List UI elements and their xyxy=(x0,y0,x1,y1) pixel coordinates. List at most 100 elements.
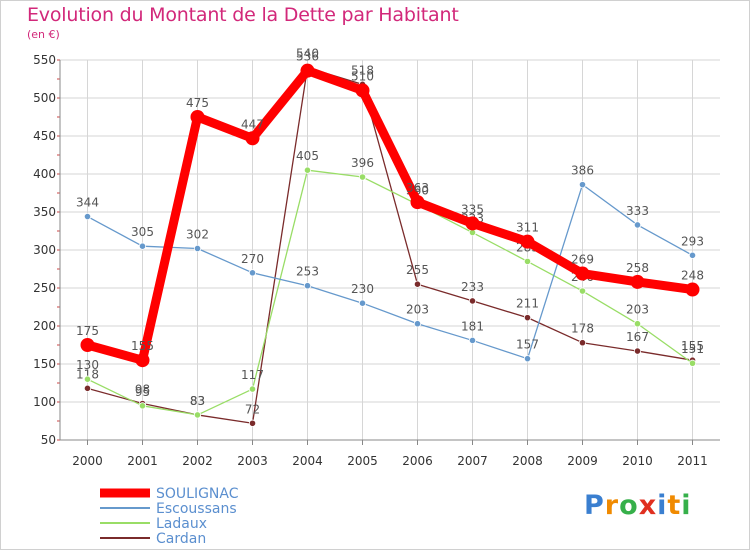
data-point-escoussans xyxy=(303,282,312,290)
legend-label-cardan: Cardan xyxy=(156,531,206,547)
data-label-ladaux: 130 xyxy=(76,358,99,372)
data-label-cardan: 167 xyxy=(626,330,649,344)
y-tick-label: 350 xyxy=(33,205,56,219)
data-point-cardan xyxy=(523,314,532,322)
data-point-soulignac xyxy=(575,266,590,281)
data-point-soulignac xyxy=(355,83,370,98)
legend-label-escoussans: Escoussans xyxy=(156,501,237,517)
x-tick-label: 2011 xyxy=(677,454,708,468)
x-tick-label: 2002 xyxy=(182,454,213,468)
data-label-escoussans: 181 xyxy=(461,319,484,333)
y-tick-label: 450 xyxy=(33,129,56,143)
y-tick-label: 50 xyxy=(41,433,56,447)
legend-label-soulignac: SOULIGNAC xyxy=(156,486,239,502)
x-tick-label: 2004 xyxy=(292,454,323,468)
data-label-cardan: 83 xyxy=(190,394,205,408)
data-point-cardan xyxy=(578,339,587,347)
proxiti-logo: Proxiti xyxy=(584,490,692,521)
data-label-cardan: 178 xyxy=(571,322,594,336)
data-point-escoussans xyxy=(248,269,257,277)
data-point-soulignac xyxy=(520,234,535,249)
data-label-ladaux: 95 xyxy=(135,385,150,399)
data-label-cardan: 518 xyxy=(351,63,374,77)
data-point-ladaux xyxy=(193,411,202,419)
y-axis-unit-label: (en €) xyxy=(27,28,60,41)
data-label-soulignac: 363 xyxy=(406,181,429,195)
data-point-soulignac xyxy=(410,195,425,210)
data-point-soulignac xyxy=(80,338,95,352)
x-tick-label: 2003 xyxy=(237,454,268,468)
data-label-cardan: 98 xyxy=(135,383,150,397)
data-label-soulignac: 536 xyxy=(296,50,319,64)
data-point-ladaux xyxy=(523,257,532,265)
data-point-soulignac xyxy=(245,131,260,146)
data-label-escoussans: 386 xyxy=(571,164,594,178)
y-tick-label: 150 xyxy=(33,357,56,371)
logo-letter: P xyxy=(584,490,605,521)
x-tick-label: 2007 xyxy=(457,454,488,468)
data-point-escoussans xyxy=(578,181,587,189)
data-label-cardan: 155 xyxy=(681,339,704,353)
data-label-escoussans: 230 xyxy=(351,282,374,296)
logo-letter: t xyxy=(667,490,682,521)
data-point-cardan xyxy=(633,347,642,355)
data-label-escoussans: 302 xyxy=(186,227,209,241)
y-tick-label: 550 xyxy=(33,53,56,67)
x-tick-label: 2008 xyxy=(512,454,543,468)
data-point-ladaux xyxy=(688,359,697,367)
x-tick-label: 2009 xyxy=(567,454,598,468)
series-line-ladaux xyxy=(86,169,694,416)
data-point-cardan xyxy=(248,419,257,427)
data-label-ladaux: 396 xyxy=(351,156,374,170)
data-point-escoussans xyxy=(688,251,697,259)
x-tick-label: 2005 xyxy=(347,454,378,468)
data-label-ladaux: 405 xyxy=(296,149,319,163)
data-label-escoussans: 157 xyxy=(516,338,539,352)
data-label-escoussans: 305 xyxy=(131,225,154,239)
data-label-escoussans: 293 xyxy=(681,234,704,248)
logo-letter: o xyxy=(619,490,639,521)
data-label-escoussans: 270 xyxy=(241,252,264,266)
data-point-soulignac xyxy=(465,216,480,231)
data-label-cardan: 72 xyxy=(245,402,260,416)
data-point-cardan xyxy=(83,384,92,392)
data-label-soulignac: 258 xyxy=(626,261,649,275)
data-label-escoussans: 333 xyxy=(626,204,649,218)
data-point-ladaux xyxy=(633,320,642,328)
data-point-soulignac xyxy=(685,282,700,297)
data-label-cardan: 233 xyxy=(461,280,484,294)
y-tick-label: 200 xyxy=(33,319,56,333)
logo-letter: r xyxy=(604,490,620,521)
data-label-cardan: 540 xyxy=(296,47,319,61)
data-point-ladaux xyxy=(578,287,587,295)
data-point-ladaux xyxy=(358,173,367,181)
data-label-soulignac: 335 xyxy=(461,202,484,216)
data-point-ladaux xyxy=(83,375,92,383)
data-label-soulignac: 510 xyxy=(351,69,374,83)
data-point-ladaux xyxy=(248,385,257,393)
y-tick-label: 100 xyxy=(33,395,56,409)
x-tick-label: 2010 xyxy=(622,454,653,468)
data-point-escoussans xyxy=(83,212,92,221)
data-point-soulignac xyxy=(135,353,150,368)
y-tick-label: 400 xyxy=(33,167,56,181)
data-point-escoussans xyxy=(523,355,532,363)
data-label-escoussans: 203 xyxy=(406,303,429,317)
data-label-cardan: 255 xyxy=(406,263,429,277)
data-label-ladaux: 117 xyxy=(241,368,264,382)
data-point-escoussans xyxy=(633,221,642,229)
data-label-soulignac: 269 xyxy=(571,253,594,267)
data-point-escoussans xyxy=(358,299,367,307)
data-label-escoussans: 253 xyxy=(296,265,319,279)
x-tick-label: 2000 xyxy=(72,454,103,468)
data-point-ladaux xyxy=(138,402,147,410)
data-point-cardan xyxy=(413,280,422,288)
data-point-soulignac xyxy=(630,274,645,289)
data-point-soulignac xyxy=(300,63,315,78)
logo-letter: x xyxy=(638,490,658,521)
data-point-escoussans xyxy=(413,320,422,328)
data-label-cardan: 211 xyxy=(516,297,539,311)
data-point-escoussans xyxy=(193,244,202,253)
y-tick-label: 500 xyxy=(33,91,56,105)
chart-title: Evolution du Montant de la Dette par Hab… xyxy=(27,4,459,26)
